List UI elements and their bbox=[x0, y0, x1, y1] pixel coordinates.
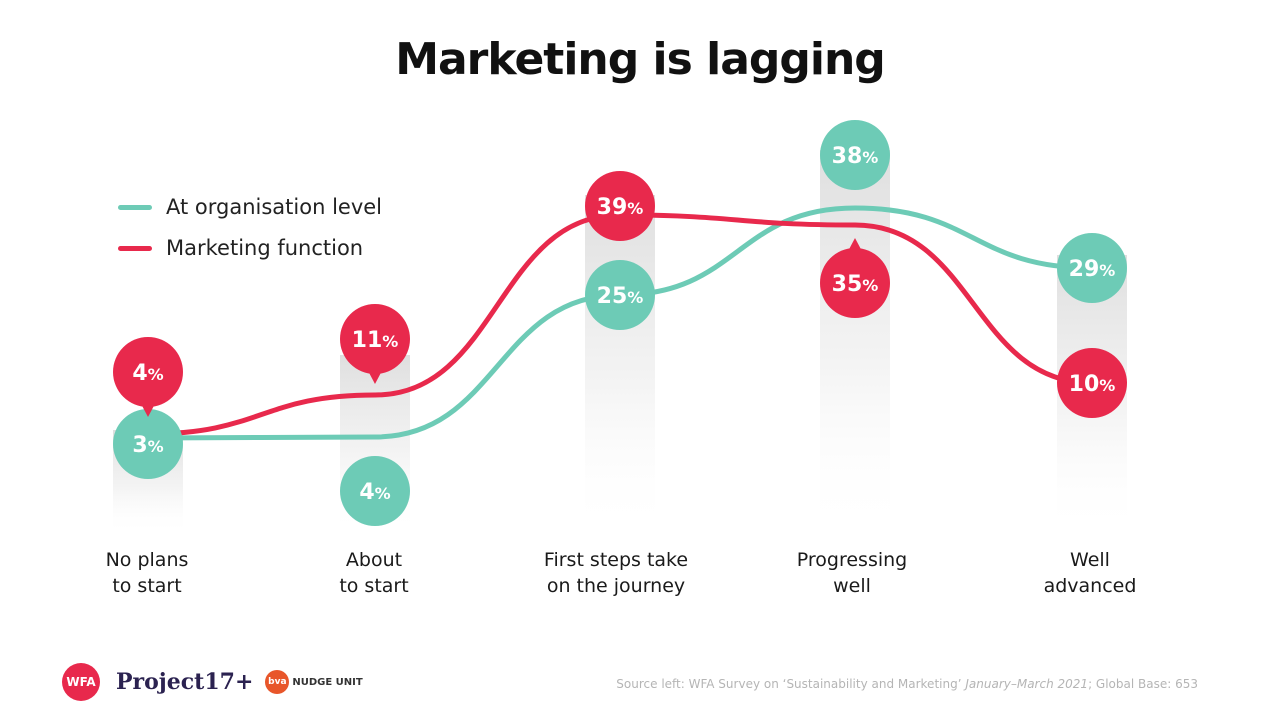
value-bubble bbox=[340, 456, 410, 526]
value-bubble bbox=[340, 304, 410, 374]
data-label: 11% bbox=[352, 328, 399, 353]
data-label: 25% bbox=[597, 284, 644, 309]
wfa-logo: WFA bbox=[62, 663, 100, 701]
legend-label-marketing: Marketing function bbox=[166, 236, 364, 260]
category-label-line: to start bbox=[339, 575, 409, 597]
data-label: 39% bbox=[597, 195, 644, 220]
category-label-first-steps: First steps take on the journey bbox=[516, 547, 716, 599]
data-label: 4% bbox=[359, 480, 390, 505]
category-label-about-to-start: About to start bbox=[274, 547, 474, 599]
category-label-line: on the journey bbox=[546, 575, 686, 597]
value-bubble bbox=[113, 337, 183, 407]
category-label-line: About bbox=[345, 549, 403, 571]
legend-label-organisation: At organisation level bbox=[166, 195, 383, 219]
project17-logo: Project17+ bbox=[116, 669, 254, 695]
value-bubble bbox=[585, 260, 655, 330]
value-bubble bbox=[1057, 233, 1127, 303]
value-bubble bbox=[820, 120, 890, 190]
category-column bbox=[820, 150, 890, 535]
source-suffix: ; Global Base: 653 bbox=[1088, 677, 1198, 691]
source-prefix: Source left: WFA Survey on ‘Sustainabili… bbox=[616, 677, 962, 691]
data-label: 29% bbox=[1069, 257, 1116, 282]
legend-item-marketing: Marketing function bbox=[118, 233, 363, 263]
logo-bar: WFA Project17+ bva NUDGE UNIT bbox=[62, 662, 363, 702]
value-bubble bbox=[113, 409, 183, 479]
data-label: 35% bbox=[832, 272, 879, 297]
category-column bbox=[585, 195, 655, 535]
category-label-line: Progressing bbox=[796, 549, 908, 571]
data-label: 10% bbox=[1069, 372, 1116, 397]
category-label-line: No plans bbox=[105, 549, 189, 571]
value-bubble bbox=[1057, 348, 1127, 418]
bva-nudge-unit-logo: bva NUDGE UNIT bbox=[265, 670, 363, 694]
source-note: Source left: WFA Survey on ‘Sustainabili… bbox=[616, 677, 1198, 691]
category-label-line: well bbox=[833, 575, 871, 597]
category-label-line: First steps take bbox=[543, 549, 689, 571]
bva-badge: bva bbox=[265, 670, 290, 694]
category-label-line: Well bbox=[1070, 549, 1110, 571]
slide-title: Marketing is lagging bbox=[395, 34, 886, 85]
legend-swatch-organisation bbox=[118, 204, 152, 210]
legend-swatch-marketing bbox=[118, 245, 152, 251]
data-label: 4% bbox=[132, 361, 163, 386]
data-label: 3% bbox=[132, 433, 163, 458]
category-label-line: advanced bbox=[1043, 575, 1137, 597]
category-label-progressing-well: Progressing well bbox=[752, 547, 952, 599]
value-bubble bbox=[585, 171, 655, 241]
category-label-no-plans: No plans to start bbox=[47, 547, 247, 599]
value-bubble bbox=[820, 248, 890, 318]
data-label: 38% bbox=[832, 144, 879, 169]
legend-item-organisation: At organisation level bbox=[118, 192, 382, 222]
source-period: January–March 2021 bbox=[965, 677, 1089, 691]
category-label-line: to start bbox=[112, 575, 182, 597]
category-label-well-advanced: Well advanced bbox=[990, 547, 1190, 599]
bva-text: NUDGE UNIT bbox=[292, 676, 363, 688]
